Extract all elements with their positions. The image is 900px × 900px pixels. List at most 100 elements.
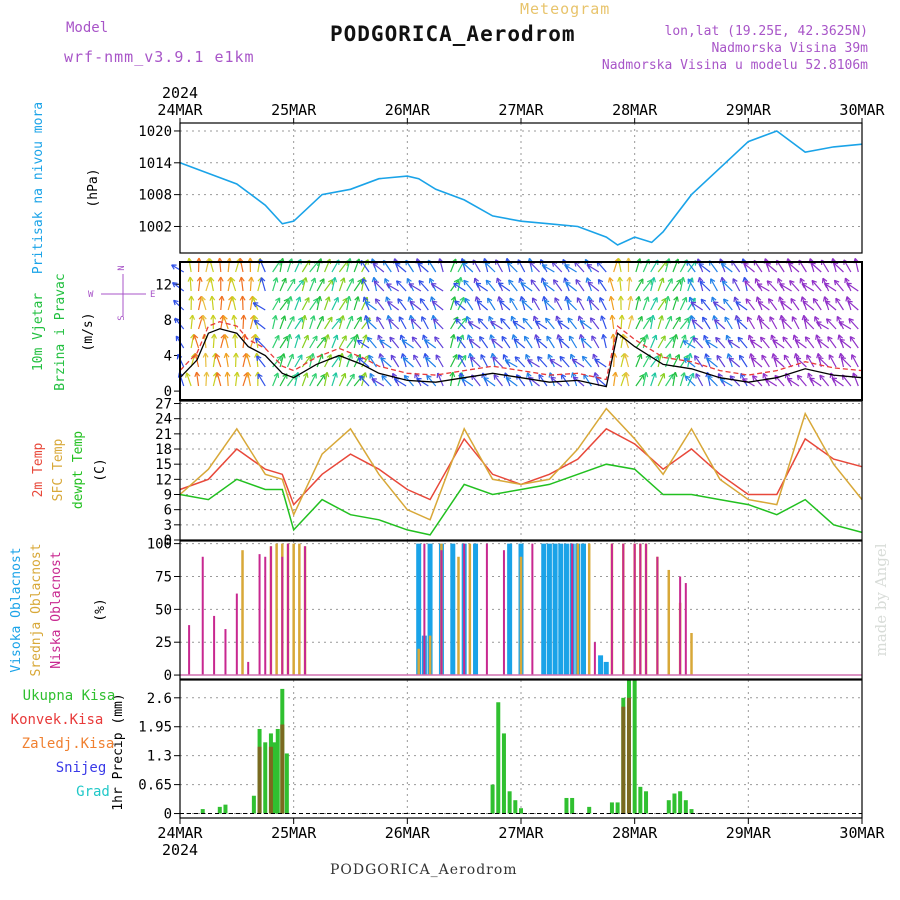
wind-arrow-head: [689, 315, 696, 321]
wind-arrow: [286, 353, 294, 368]
wind-arrow: [803, 318, 815, 330]
wind-arrow: [279, 335, 289, 349]
precip-bar: [570, 797, 575, 814]
wind-arrow: [380, 357, 392, 368]
wind-arrow-head: [256, 355, 262, 361]
wind-arrow-head: [297, 354, 303, 360]
wind-arrow-head: [576, 297, 582, 303]
wind-arrow-head: [597, 278, 604, 285]
wind-arrow: [331, 372, 337, 387]
wind-arrow: [789, 280, 800, 292]
wind-arrow-head: [520, 282, 526, 288]
wind-arrow: [824, 300, 837, 311]
wind-arrow: [218, 258, 222, 273]
y-tick-label-temperature: 27: [155, 397, 172, 413]
wind-arrow-head: [766, 280, 773, 286]
wind-arrow: [650, 355, 660, 368]
wind-arrow-head: [519, 296, 526, 302]
wind-arrow-head: [419, 297, 426, 304]
wind-arrow-head: [544, 317, 551, 324]
wind-arrow: [707, 375, 718, 387]
wind-arrow: [702, 316, 711, 330]
wind-arrow: [572, 376, 585, 387]
wind-arrow: [786, 377, 800, 387]
wind-arrow-head: [458, 372, 465, 379]
wind-arrow-head: [578, 334, 585, 340]
wind-arrow: [172, 282, 185, 292]
wind-arrow: [353, 354, 361, 368]
precip-bar: [666, 800, 671, 814]
wind-arrow-head: [369, 372, 375, 379]
wind-arrow-head: [248, 276, 255, 282]
wind-arrow-head: [851, 354, 857, 360]
wind-arrow-head: [628, 315, 634, 321]
wind-arrow: [389, 336, 400, 349]
x-tick-label-bottom: 29MAR: [726, 824, 772, 842]
wind-arrow: [467, 321, 481, 330]
wind-arrow-head: [449, 371, 456, 378]
wind-arrow: [366, 336, 377, 349]
wind-arrow: [700, 298, 711, 311]
wind-arrow: [642, 279, 653, 292]
wind-arrow: [417, 262, 429, 273]
wind-arrow: [554, 297, 563, 311]
wind-arrow: [809, 377, 822, 387]
compass-cross: [101, 274, 146, 316]
wind-arrow: [642, 372, 647, 387]
wind-arrow-head: [700, 298, 707, 305]
wind-arrow: [679, 355, 689, 368]
wind-arrow: [720, 262, 733, 273]
wind-arrow-head: [721, 280, 728, 287]
wind-arrow: [724, 316, 733, 330]
cloud-bar: [558, 543, 564, 676]
wind-arrow-head: [391, 372, 398, 379]
wind-arrow: [687, 372, 695, 387]
precip-bar: [615, 802, 620, 814]
wind-arrow: [665, 336, 675, 349]
wind-arrow: [549, 359, 563, 368]
wind-arrow-head: [746, 316, 753, 322]
wind-arrow: [374, 298, 385, 311]
wind-arrow: [657, 298, 667, 311]
wind-arrow: [501, 336, 511, 349]
wind-arrow-head: [581, 355, 588, 362]
wind-arrow: [773, 357, 785, 368]
wind-arrow-head: [523, 335, 530, 342]
wind-arrow: [557, 320, 570, 330]
wind-arrow-head: [543, 299, 550, 306]
x-tick-label-bottom: 25MAR: [271, 824, 317, 842]
precip-bar: [644, 791, 649, 814]
wind-arrow: [190, 315, 194, 330]
wind-arrow-head: [827, 336, 833, 342]
wind-arrow-head: [579, 320, 586, 326]
wind-arrow-head: [374, 298, 381, 304]
wind-arrow-head: [762, 372, 768, 379]
wind-arrow-head: [705, 339, 711, 346]
wind-arrow: [235, 372, 238, 387]
wind-arrow-head: [651, 372, 657, 378]
wind-arrow-head: [222, 315, 228, 321]
wind-arrow-head: [600, 315, 606, 321]
cloud-bar: [633, 543, 636, 676]
wind-arrow-head: [522, 317, 528, 324]
wind-arrow: [346, 278, 354, 292]
wind-arrow: [520, 282, 533, 292]
wind-arrow: [331, 355, 341, 368]
wind-arrow-head: [839, 338, 845, 345]
wind-arrow-head: [781, 318, 787, 325]
wind-arrow: [346, 336, 356, 349]
y-tick-label-cloud: 75: [155, 569, 172, 585]
wind-arrow-head: [395, 280, 402, 286]
wind-arrow-head: [408, 314, 415, 321]
cloud-bar: [428, 635, 432, 676]
wind-arrow-head: [430, 314, 437, 321]
cloud-bar: [563, 543, 569, 676]
wind-arrow-head: [173, 299, 179, 306]
wind-arrow: [769, 316, 778, 330]
model-name: wrf-nmm_v3.9.1 e1km: [64, 48, 255, 66]
wind-arrow-head: [577, 315, 584, 321]
wind-arrow: [356, 339, 370, 349]
wind-arrow-head: [564, 295, 570, 302]
wind-arrow: [714, 319, 726, 330]
wind-arrow-head: [463, 279, 469, 286]
